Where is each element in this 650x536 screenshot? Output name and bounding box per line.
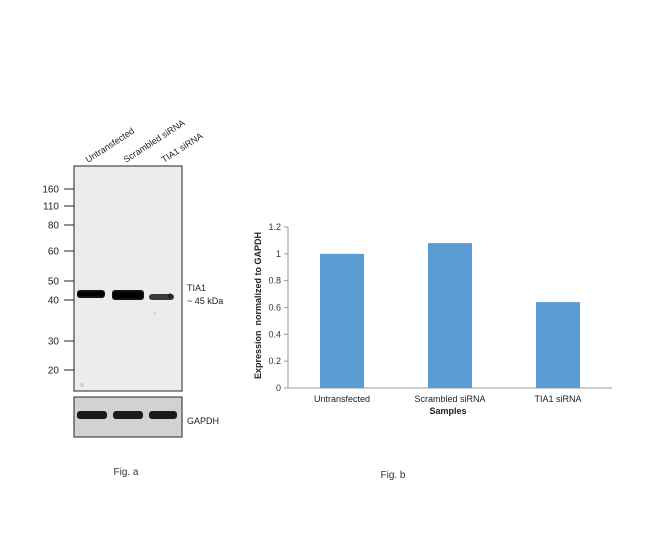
blot-speck xyxy=(153,311,157,315)
marker-label: 110 xyxy=(43,202,59,213)
y-tick-label: 0.8 xyxy=(268,276,281,286)
y-tick-label: 0.4 xyxy=(268,329,281,339)
bar xyxy=(536,302,580,388)
marker-label: 30 xyxy=(48,337,60,348)
figure-b-caption: Fig. b xyxy=(380,470,405,481)
tia1-size-label: ~ 45 kDa xyxy=(187,296,223,306)
x-tick-label: TIA1 siRNA xyxy=(534,394,581,404)
marker-ladder: 160 110 80 60 50 40 30 20 xyxy=(42,185,74,377)
marker-label: 50 xyxy=(48,277,60,288)
marker-label: 60 xyxy=(48,247,60,258)
gapdh-band-tia1-sirna xyxy=(149,411,177,419)
x-tick-label: Scrambled siRNA xyxy=(414,394,485,404)
gapdh-band-untransfected xyxy=(77,411,107,419)
y-tick-label: 0.2 xyxy=(268,356,281,366)
gapdh-band-scrambled xyxy=(113,411,143,419)
bar xyxy=(320,253,364,388)
y-tick-label: 0.6 xyxy=(268,303,281,313)
y-tick-label: 1.2 xyxy=(268,222,281,232)
y-tick-label: 1 xyxy=(276,249,281,259)
marker-label: 20 xyxy=(48,366,60,377)
marker-label: 80 xyxy=(48,221,60,232)
marker-label: 40 xyxy=(48,296,60,307)
bar xyxy=(428,243,472,388)
y-tick-label: 0 xyxy=(276,383,281,393)
tia1-band-scrambled-core xyxy=(113,292,143,298)
figure-a-caption: Fig. a xyxy=(113,467,138,478)
tia1-band-tia1-sirna-dot xyxy=(167,293,173,299)
y-axis-title: Expression normalized to GAPDH xyxy=(253,232,263,379)
x-tick-label: Untransfected xyxy=(314,394,370,404)
blot-panel-main xyxy=(73,165,183,392)
gapdh-label: GAPDH xyxy=(187,416,219,426)
blot-speck xyxy=(80,383,84,387)
tia1-bands xyxy=(77,290,174,300)
tia1-band-untransfected-core xyxy=(78,292,104,296)
marker-label: 160 xyxy=(42,185,59,196)
x-axis-title: Samples xyxy=(429,406,466,416)
tia1-label: TIA1 xyxy=(187,283,206,293)
